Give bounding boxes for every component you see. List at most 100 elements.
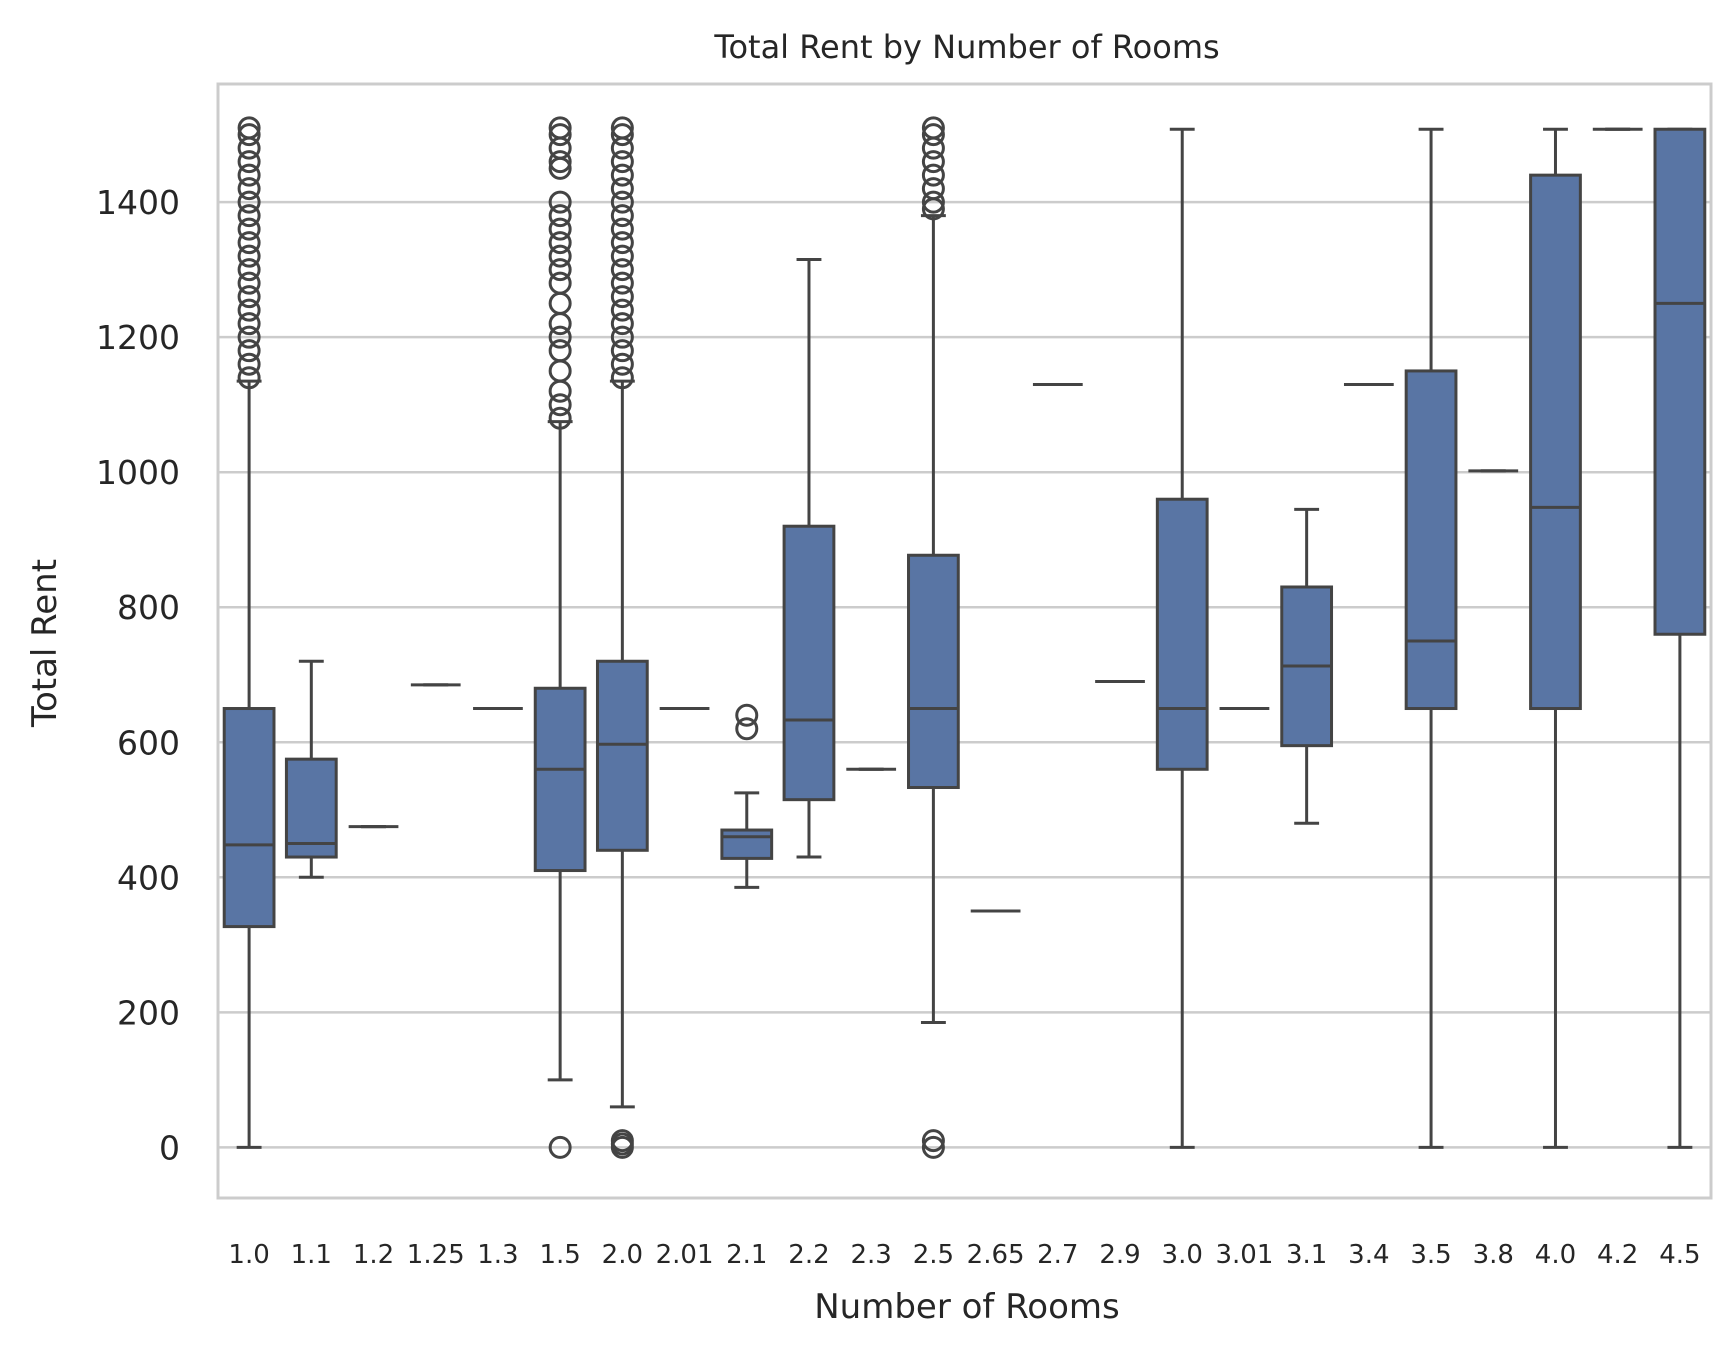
outlier-point [735, 703, 759, 727]
outlier-point [548, 123, 572, 147]
iqr-box [595, 659, 649, 852]
x-tick-label: 3.8 [1473, 1240, 1514, 1270]
outlier-point [548, 393, 572, 417]
outlier-point [610, 298, 634, 322]
box-group [1404, 127, 1458, 1149]
outlier-point [548, 244, 572, 268]
outlier-point [237, 285, 261, 309]
outlier-point [610, 150, 634, 174]
outlier-point [548, 116, 572, 140]
outlier-point [610, 258, 634, 282]
box-group [284, 659, 338, 879]
outlier-point [610, 190, 634, 214]
box-group [1155, 127, 1209, 1149]
x-tick-label: 1.25 [407, 1240, 465, 1270]
outlier-point [548, 231, 572, 255]
x-tick-label: 2.0 [602, 1240, 643, 1270]
box-group [720, 703, 774, 889]
outlier-point [921, 1129, 945, 1153]
outlier-point [548, 271, 572, 295]
box-group [595, 116, 649, 1159]
iqr-box [782, 524, 836, 802]
x-axis-ticks: 1.0 1.1 1.2 1.25 1.3 1.5 2.0 2.01 2.1 2.2 2.3 2.5 2.… [228, 1240, 1700, 1270]
outlier-point [548, 406, 572, 430]
iqr-box [1155, 497, 1209, 771]
outlier-point [610, 116, 634, 140]
iqr-box [1529, 173, 1582, 711]
outlier-point [610, 123, 634, 147]
outlier-point [610, 231, 634, 255]
y-tick-label: 800 [117, 588, 180, 627]
outlier-point [237, 150, 261, 174]
outlier-point [921, 1135, 945, 1159]
iqr-box [720, 828, 774, 860]
outlier-point [237, 123, 261, 147]
box-group [782, 258, 836, 859]
x-tick-label: 2.65 [967, 1240, 1025, 1270]
outlier-point [548, 150, 572, 174]
x-tick-label: 4.2 [1597, 1240, 1638, 1270]
iqr-box [222, 707, 276, 929]
x-axis-label: Number of Rooms [814, 1287, 1120, 1327]
outlier-point [921, 123, 945, 147]
outlier-point [237, 298, 261, 322]
outlier-point [610, 271, 634, 295]
outlier-point [548, 190, 572, 214]
axes-frame [216, 82, 1713, 1200]
x-tick-label: 3.01 [1215, 1240, 1273, 1270]
outlier-point [610, 366, 634, 390]
outlier-point [237, 258, 261, 282]
x-tick-label: 3.5 [1410, 1240, 1451, 1270]
box-group [1529, 127, 1582, 1149]
iqr-box [533, 686, 587, 873]
x-tick-label: 1.5 [539, 1240, 580, 1270]
y-tick-label: 400 [117, 858, 180, 897]
iqr-box [1653, 127, 1707, 636]
outlier-point [610, 163, 634, 187]
chart-title: Total Rent by Number of Rooms [713, 28, 1219, 66]
y-tick-label: 0 [159, 1128, 180, 1167]
outlier-point [548, 325, 572, 349]
x-tick-label: 1.3 [477, 1240, 518, 1270]
x-tick-label: 1.2 [353, 1240, 394, 1270]
x-tick-label: 2.7 [1037, 1240, 1078, 1270]
outlier-point [237, 244, 261, 268]
outlier-point [921, 163, 945, 187]
x-tick-label: 4.5 [1659, 1240, 1700, 1270]
outlier-point [610, 325, 634, 349]
outlier-point [735, 717, 759, 741]
box-group [222, 116, 276, 1149]
outlier-point [237, 312, 261, 336]
outlier-point [610, 1129, 634, 1153]
outlier-point [610, 312, 634, 336]
outlier-point [237, 366, 261, 390]
iqr-box [1404, 369, 1458, 711]
y-tick-label: 200 [117, 993, 180, 1032]
grid-lines [218, 200, 1711, 1149]
outlier-point [548, 217, 572, 241]
x-tick-label: 2.2 [788, 1240, 829, 1270]
x-tick-label: 3.0 [1162, 1240, 1203, 1270]
outlier-point [237, 325, 261, 349]
outlier-point [237, 217, 261, 241]
box-group [1653, 127, 1707, 1149]
plot-area [222, 116, 1707, 1159]
outlier-point [610, 339, 634, 363]
outlier-point [237, 231, 261, 255]
iqr-box [284, 757, 338, 859]
box-group [907, 116, 960, 1159]
x-tick-label: 3.1 [1286, 1240, 1327, 1270]
x-tick-label: 2.9 [1099, 1240, 1140, 1270]
outlier-point [237, 204, 261, 228]
outlier-point [921, 116, 945, 140]
outlier-point [237, 163, 261, 187]
outlier-point [610, 204, 634, 228]
outlier-point [237, 271, 261, 295]
y-tick-label: 1000 [96, 453, 180, 492]
outlier-point [921, 190, 945, 214]
y-axis-ticks: 0 200 400 600 800 1000 1200 1400 [96, 183, 180, 1167]
outlier-point [921, 150, 945, 174]
x-tick-label: 4.0 [1535, 1240, 1576, 1270]
y-tick-label: 1400 [96, 183, 180, 222]
